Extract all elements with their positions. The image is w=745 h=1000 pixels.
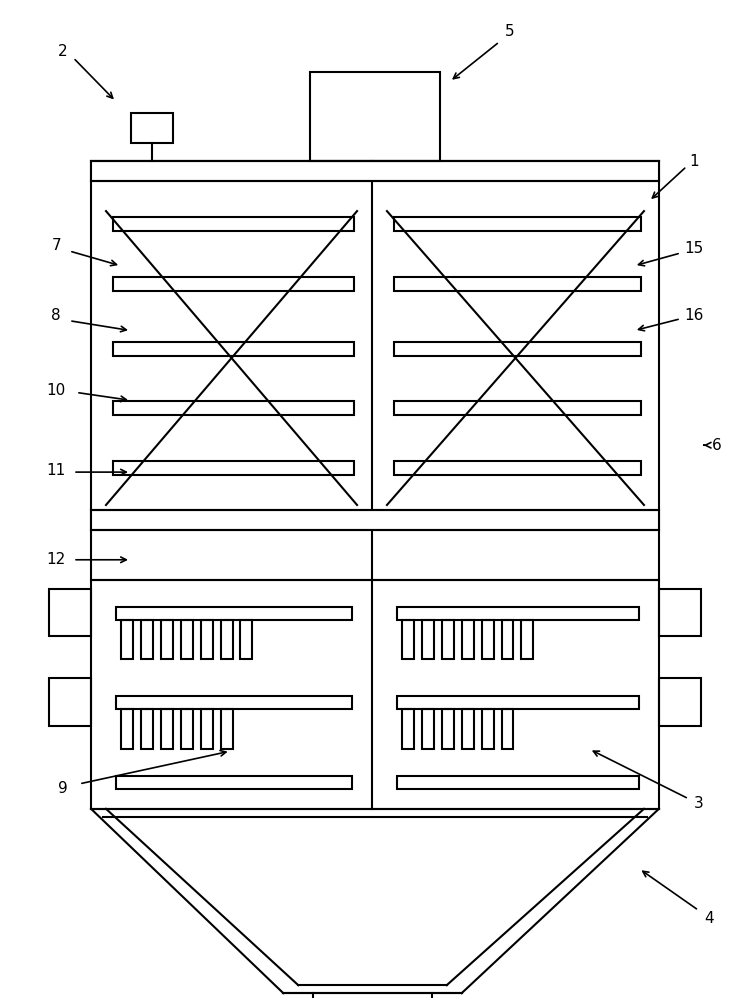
Bar (402, 620, 413, 659)
Bar (501, 620, 513, 659)
Bar (221, 709, 232, 749)
Bar (221, 620, 232, 659)
Text: 9: 9 (58, 781, 68, 796)
Bar (402, 709, 413, 749)
Bar (397, 607, 639, 620)
Bar (659, 589, 701, 636)
Bar (310, 72, 440, 161)
Bar (442, 709, 454, 749)
Bar (116, 696, 352, 709)
Bar (241, 620, 253, 659)
Bar (200, 620, 212, 659)
Bar (113, 461, 354, 475)
Text: 12: 12 (46, 552, 66, 567)
Bar (462, 709, 474, 749)
Bar (481, 620, 493, 659)
Bar (659, 678, 701, 726)
Bar (116, 776, 352, 789)
Bar (181, 620, 193, 659)
Bar (113, 342, 354, 356)
Bar (91, 510, 659, 530)
Bar (394, 277, 641, 291)
Bar (442, 620, 454, 659)
Text: 5: 5 (504, 24, 514, 39)
Bar (141, 620, 153, 659)
Bar (91, 161, 659, 181)
Bar (121, 620, 133, 659)
Bar (113, 401, 354, 415)
Text: 8: 8 (51, 308, 61, 323)
Text: 15: 15 (684, 241, 703, 256)
Bar (422, 620, 434, 659)
Bar (200, 709, 212, 749)
Text: 16: 16 (684, 308, 703, 323)
Bar (394, 217, 641, 231)
Text: 7: 7 (51, 238, 61, 253)
Bar (313, 993, 432, 1000)
Bar (181, 709, 193, 749)
Bar (161, 620, 173, 659)
Bar (462, 620, 474, 659)
Text: 4: 4 (704, 911, 714, 926)
Text: 11: 11 (46, 463, 66, 478)
Bar (116, 607, 352, 620)
Bar (397, 696, 639, 709)
Bar (91, 161, 659, 580)
Text: 10: 10 (46, 383, 66, 398)
Bar (422, 709, 434, 749)
Bar (522, 620, 533, 659)
Bar (113, 217, 354, 231)
Bar (501, 709, 513, 749)
Bar (394, 461, 641, 475)
Bar (394, 401, 641, 415)
Bar (481, 709, 493, 749)
Bar (91, 580, 659, 809)
Text: 3: 3 (694, 796, 704, 811)
Bar (131, 113, 173, 143)
Bar (49, 589, 91, 636)
Bar (394, 342, 641, 356)
Bar (113, 277, 354, 291)
Bar (121, 709, 133, 749)
Bar (141, 709, 153, 749)
Bar (397, 776, 639, 789)
Text: 1: 1 (689, 154, 699, 169)
Bar (161, 709, 173, 749)
Text: 2: 2 (58, 44, 68, 59)
Bar (49, 678, 91, 726)
Text: 6: 6 (711, 438, 722, 453)
